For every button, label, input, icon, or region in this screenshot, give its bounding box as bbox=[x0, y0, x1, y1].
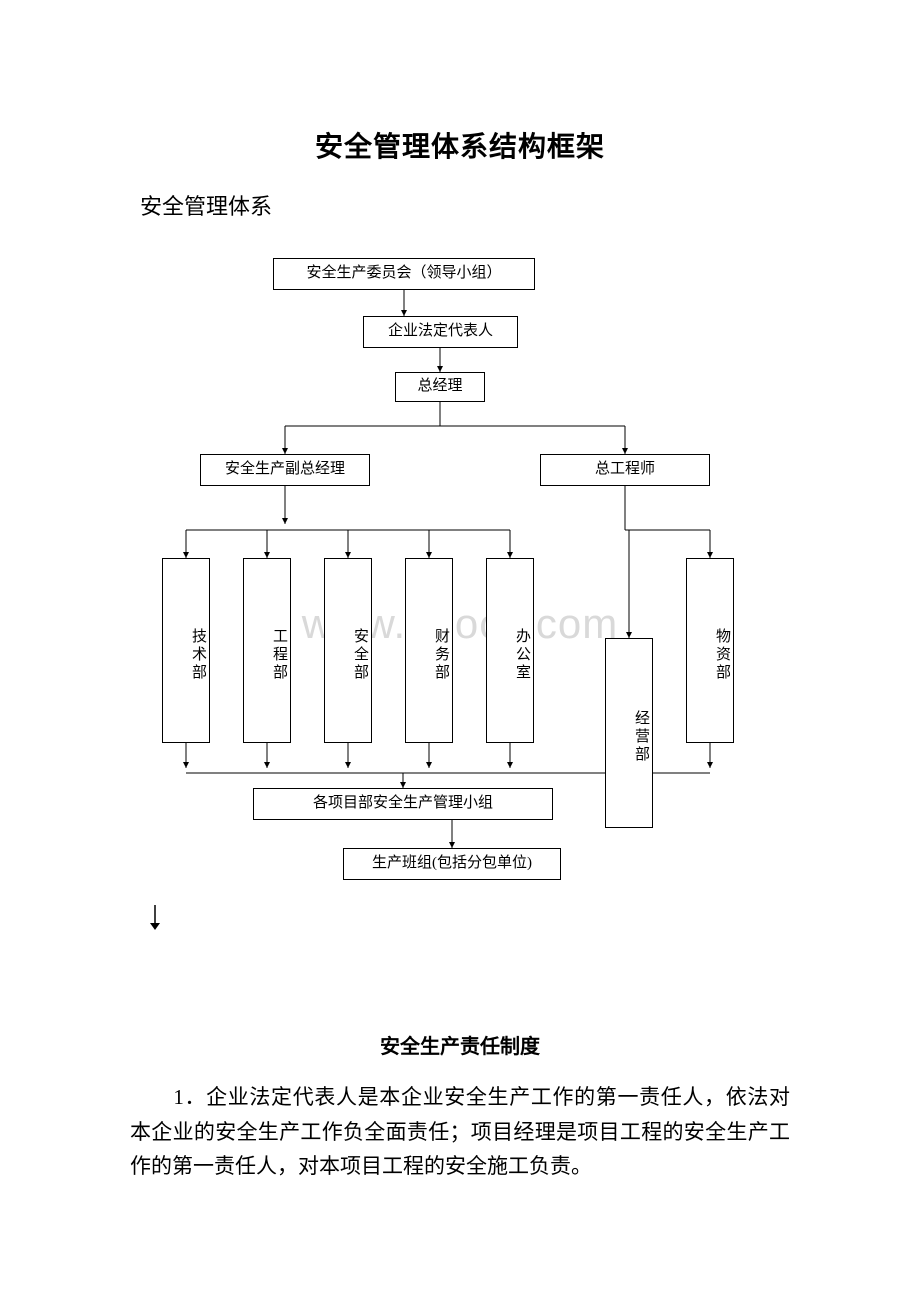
page-title: 安全管理体系结构框架 bbox=[0, 0, 920, 165]
node-committee: 安全生产委员会（领导小组） bbox=[273, 258, 535, 290]
org-flowchart: 安全生产委员会（领导小组） 企业法定代表人 总经理 安全生产副总经理 总工程师 … bbox=[0, 258, 920, 898]
section2-para1: 1．企业法定代表人是本企业安全生产工作的第一责任人，依法对本企业的安全生产工作负… bbox=[130, 1080, 790, 1184]
node-office: 办公室 bbox=[486, 558, 534, 743]
stray-down-arrow-icon bbox=[148, 905, 162, 937]
node-finance: 财务部 bbox=[405, 558, 453, 743]
node-eng: 工程部 bbox=[243, 558, 291, 743]
node-tech: 技术部 bbox=[162, 558, 210, 743]
node-legal-rep: 企业法定代表人 bbox=[363, 316, 518, 348]
node-supply: 物资部 bbox=[686, 558, 734, 743]
node-biz: 经营部 bbox=[605, 638, 653, 828]
node-vp-safety: 安全生产副总经理 bbox=[200, 454, 370, 486]
node-gm: 总经理 bbox=[395, 372, 485, 402]
node-prod-team: 生产班组(包括分包单位) bbox=[343, 848, 561, 880]
node-chief-eng: 总工程师 bbox=[540, 454, 710, 486]
node-proj-team: 各项目部安全生产管理小组 bbox=[253, 788, 553, 820]
section2-title: 安全生产责任制度 bbox=[0, 1030, 920, 1059]
node-safety: 安全部 bbox=[324, 558, 372, 743]
subtitle: 安全管理体系 bbox=[0, 165, 920, 221]
